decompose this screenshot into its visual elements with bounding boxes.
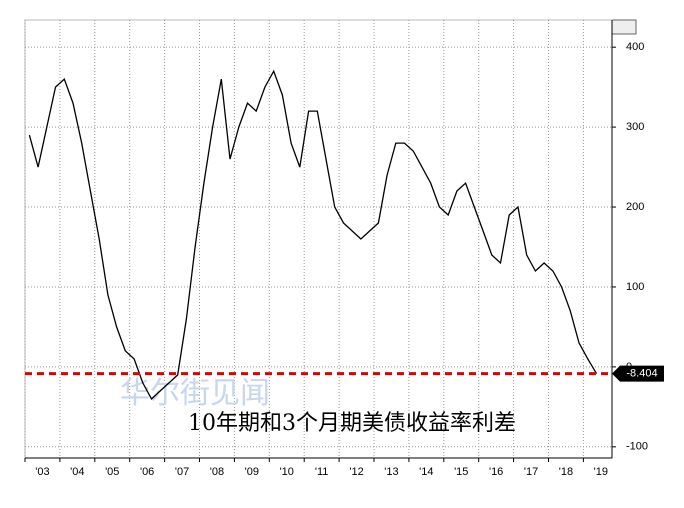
x-tick-label: '08 <box>210 466 224 478</box>
y-tick-label: 400 <box>626 41 644 53</box>
x-tick-label: '05 <box>105 466 119 478</box>
x-tick-label: '03 <box>35 466 49 478</box>
y-tick-label: -100 <box>626 441 648 453</box>
x-tick-label: '12 <box>349 466 363 478</box>
x-tick-label: '13 <box>384 466 398 478</box>
y-tick-label: 200 <box>626 201 644 213</box>
x-tick-label: '14 <box>419 466 433 478</box>
value-flag <box>612 365 664 382</box>
x-tick-label: '16 <box>489 466 503 478</box>
annotation: 10年期和3个月期美债收益率利差 <box>188 411 516 436</box>
x-tick-label: '11 <box>315 466 329 478</box>
x-tick-label: '04 <box>70 466 84 478</box>
x-tick-label: '19 <box>594 466 608 478</box>
line-series <box>28 69 598 400</box>
x-tick-label: '10 <box>280 466 294 478</box>
y-tick-label: 300 <box>626 121 644 133</box>
y-tick-label: 100 <box>626 281 644 293</box>
menu-button[interactable] <box>611 19 637 35</box>
last-value-label: -8.404 <box>626 368 657 380</box>
x-tick-label: '17 <box>524 466 538 478</box>
x-tick-label: '18 <box>559 466 573 478</box>
watermark: 华尔街见闻 <box>120 377 270 410</box>
x-tick-label: '15 <box>454 466 468 478</box>
x-tick-label: '09 <box>245 466 259 478</box>
x-tick-label: '06 <box>140 466 154 478</box>
x-tick-label: '07 <box>175 466 189 478</box>
